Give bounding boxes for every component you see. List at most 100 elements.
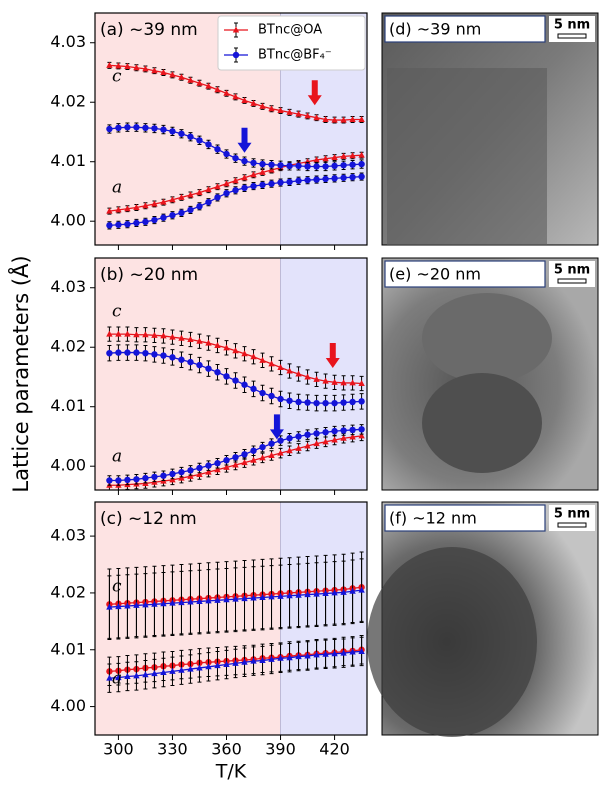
marker [268, 161, 275, 168]
marker [250, 159, 257, 167]
marker [331, 589, 338, 596]
marker [160, 214, 167, 221]
marker [205, 82, 212, 89]
marker [106, 61, 113, 68]
marker [250, 657, 257, 664]
marker [232, 461, 239, 468]
marker [259, 389, 266, 397]
x-tick-label: 330 [157, 740, 188, 759]
marker [232, 377, 239, 384]
marker [106, 125, 113, 133]
marker [313, 399, 320, 407]
marker [322, 438, 329, 445]
y-axis-label: Lattice parameters (Å) [7, 255, 33, 492]
marker [241, 157, 248, 165]
marker [151, 600, 158, 607]
marker [322, 115, 329, 122]
marker [151, 473, 158, 481]
marker [124, 476, 131, 484]
legend-marker [232, 26, 240, 33]
marker [250, 594, 257, 601]
marker [304, 442, 311, 449]
marker [115, 206, 122, 213]
curve-label: c [112, 302, 122, 322]
curve-label: c [112, 67, 122, 87]
y-tick-label: 4.00 [50, 456, 86, 475]
marker [295, 162, 302, 170]
marker [259, 102, 266, 109]
marker [142, 601, 149, 608]
marker [241, 350, 248, 357]
marker [259, 657, 266, 664]
marker [187, 467, 194, 474]
scale-bar [557, 33, 587, 39]
marker [223, 150, 230, 158]
y-tick-label: 4.01 [50, 151, 86, 170]
marker [295, 653, 302, 660]
marker [286, 108, 293, 115]
x-axis-label: T/K [215, 761, 247, 783]
marker [349, 426, 356, 434]
marker [214, 596, 221, 603]
marker [304, 112, 311, 119]
tem-particle [422, 293, 552, 383]
marker [286, 397, 293, 404]
marker [340, 116, 347, 123]
marker [187, 598, 194, 605]
marker [295, 591, 302, 598]
marker [268, 392, 275, 400]
marker [142, 65, 149, 72]
marker [286, 435, 293, 442]
y-tick-label: 4.00 [50, 211, 86, 230]
marker [322, 377, 329, 384]
marker [214, 369, 221, 376]
marker [313, 440, 320, 447]
arrow [307, 80, 322, 106]
marker [322, 175, 329, 183]
arrow [325, 343, 340, 369]
marker [358, 426, 365, 433]
marker [331, 399, 338, 407]
marker [124, 349, 131, 356]
marker [106, 222, 113, 229]
marker [151, 670, 158, 677]
marker [349, 587, 356, 594]
marker [205, 365, 212, 372]
marker [106, 349, 113, 357]
marker [241, 174, 248, 181]
marker [196, 471, 203, 478]
marker [115, 330, 122, 337]
marker [331, 378, 338, 385]
marker [187, 133, 194, 140]
marker [151, 125, 158, 132]
marker [277, 395, 284, 403]
marker [331, 427, 338, 435]
marker [187, 206, 194, 214]
y-tick-label: 4.02 [50, 582, 86, 601]
tem-panel: (f) ~12 nm 5 nm [367, 501, 599, 737]
marker [340, 427, 347, 434]
marker [358, 432, 365, 439]
marker [331, 650, 338, 657]
marker [358, 398, 365, 405]
y-tick-label: 4.03 [50, 526, 86, 545]
marker [295, 433, 302, 440]
marker [169, 212, 176, 219]
marker [133, 601, 140, 608]
panel-title: (b) ~20 nm [100, 265, 198, 285]
marker [358, 647, 365, 654]
y-tick-label: 4.03 [50, 277, 86, 296]
panel: 4.00 4.01 4.02 4.03 300 330 360 390 420 c a (c) ~12… [50, 501, 368, 759]
marker [313, 651, 320, 658]
marker [169, 71, 176, 78]
legend-label: BTnc@OA [258, 23, 322, 38]
marker [268, 166, 275, 173]
marker [178, 130, 185, 137]
marker [187, 472, 194, 479]
marker [214, 194, 221, 201]
marker [142, 349, 149, 357]
marker [349, 398, 356, 406]
marker [223, 463, 230, 470]
marker [160, 126, 167, 133]
marker [106, 674, 113, 681]
